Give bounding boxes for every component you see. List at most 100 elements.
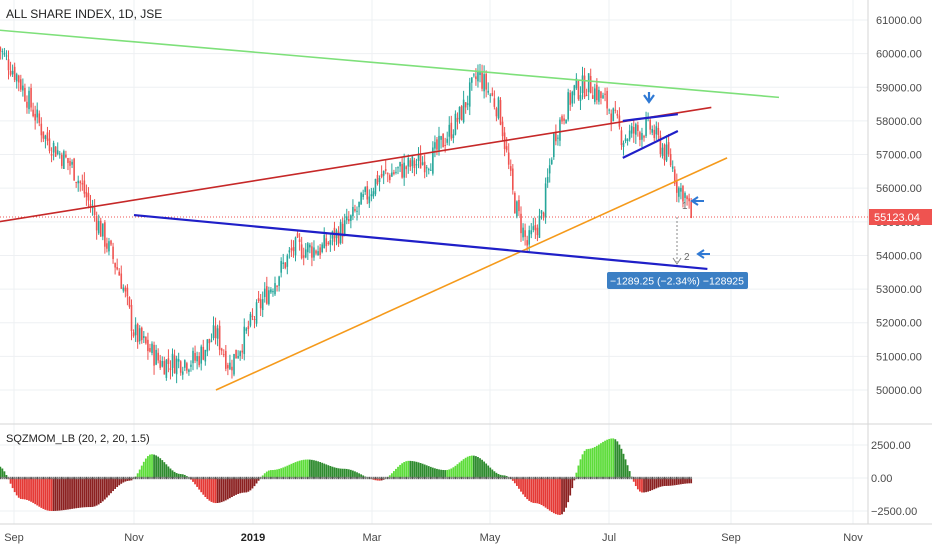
green-trendline[interactable]	[0, 29, 780, 99]
squeeze-dot	[614, 476, 617, 480]
indicator-tick-label: −2500.00	[871, 506, 917, 518]
candle-body	[391, 172, 393, 177]
candle-body	[118, 271, 121, 276]
histogram-bar	[155, 455, 158, 478]
indicator-axis[interactable]: 2500.00 0.00 −2500.00	[871, 440, 917, 518]
squeeze-dot	[507, 476, 510, 480]
squeeze-dot	[313, 476, 315, 480]
squeeze-dot	[589, 476, 592, 480]
squeeze-dot	[116, 476, 118, 480]
trendlines	[0, 29, 780, 391]
histogram-bar	[204, 478, 207, 498]
squeeze-dot	[151, 476, 153, 480]
candle-body	[614, 109, 617, 111]
candle-body	[649, 120, 651, 130]
squeeze-dot	[120, 476, 123, 480]
histogram-bar	[26, 478, 28, 500]
histogram-bar	[497, 474, 500, 478]
histogram-bar	[686, 478, 688, 484]
squeeze-dot	[491, 476, 494, 480]
candle-body	[210, 340, 213, 342]
squeeze-dot	[553, 476, 555, 480]
histogram-bar	[544, 478, 547, 508]
squeeze-dot	[579, 476, 582, 480]
histogram-bar	[569, 478, 572, 496]
measure-label: −1289.25 (−2.34%) −128925	[610, 276, 744, 288]
candle-body	[403, 162, 405, 178]
squeeze-dot	[77, 476, 80, 480]
histogram-bar	[261, 475, 264, 478]
squeeze-dot	[514, 476, 516, 480]
histogram-bar	[503, 475, 506, 478]
histogram-bar	[255, 478, 258, 484]
histogram-bar	[602, 441, 604, 478]
candle-body	[122, 287, 125, 291]
candle-body	[382, 170, 385, 176]
squeeze-dot	[325, 476, 328, 480]
measure-annotation[interactable]: −1289.25 (−2.34%) −128925	[607, 217, 748, 289]
candle-body	[85, 191, 88, 198]
histogram-bar	[513, 478, 516, 484]
time-axis[interactable]: Sep Nov 2019 Mar May Jul Sep Nov	[4, 532, 863, 544]
squeeze-dot	[352, 476, 354, 480]
histogram-bar	[481, 459, 483, 478]
histogram-bar	[401, 463, 404, 478]
histogram-bar	[475, 456, 477, 478]
squeeze-dot	[598, 476, 600, 480]
squeeze-dot	[83, 476, 86, 480]
squeeze-dot	[348, 476, 350, 480]
price-tick-label: 54000.00	[876, 250, 922, 262]
candle-body	[397, 167, 399, 169]
blue-trendline[interactable]	[622, 113, 679, 123]
histogram-bar	[19, 478, 22, 499]
candle-body	[366, 186, 369, 200]
candle-body	[52, 142, 55, 153]
red-trendline[interactable]	[0, 106, 712, 223]
price-tick-label: 61000.00	[876, 15, 922, 27]
squeeze-dot	[278, 476, 280, 480]
squeeze-dot	[28, 476, 30, 480]
orange-trendline[interactable]	[215, 157, 728, 391]
histogram-bar	[71, 478, 73, 509]
histogram-bar	[280, 468, 283, 478]
squeeze-dot	[483, 476, 485, 480]
histogram-bar	[538, 478, 541, 505]
squeeze-dot	[651, 476, 654, 480]
candle-body	[278, 276, 280, 286]
histogram-bar	[663, 478, 666, 486]
histogram-bar	[116, 478, 119, 488]
histogram-bar	[575, 472, 578, 478]
blue-trendline[interactable]	[622, 130, 679, 159]
histogram-bar	[493, 471, 496, 478]
blue-trendline[interactable]	[133, 213, 708, 271]
candle-body	[108, 241, 110, 252]
histogram-bar	[624, 459, 627, 478]
candle-body	[384, 169, 387, 171]
histogram-bar	[577, 465, 580, 478]
squeeze-dot	[524, 476, 526, 480]
histogram-bar	[126, 478, 129, 481]
squeeze-dot	[167, 476, 170, 480]
histogram-bar	[99, 478, 102, 504]
histogram-bar	[479, 458, 481, 478]
histogram-bar	[0, 466, 2, 478]
squeeze-dot	[97, 476, 100, 480]
histogram-bar	[561, 478, 563, 515]
histogram-bar	[288, 464, 291, 478]
candle-body	[42, 131, 45, 139]
candle-body	[104, 222, 106, 247]
histogram-bar	[9, 478, 12, 484]
price-axis[interactable]: 61000.00 60000.00 59000.00 58000.00 57000.00…	[876, 15, 922, 397]
squeeze-dot	[637, 476, 639, 480]
squeeze-dot	[225, 476, 227, 480]
histogram-bar	[220, 478, 223, 503]
squeeze-dot	[112, 476, 114, 480]
squeeze-dot	[473, 476, 475, 480]
squeeze-dot	[635, 476, 637, 480]
squeeze-dot	[114, 476, 116, 480]
histogram-bar	[278, 468, 281, 478]
squeeze-dot	[272, 476, 274, 480]
candle-body	[643, 135, 645, 138]
candle-body	[524, 230, 526, 237]
squeeze-dot	[237, 476, 239, 480]
